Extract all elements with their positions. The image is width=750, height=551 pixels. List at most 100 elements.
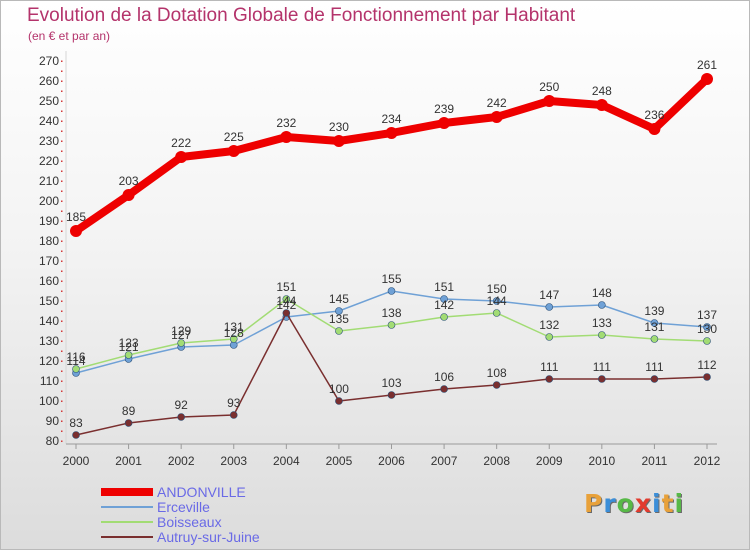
logo-letter: P [584,489,604,518]
data-point-boisseaux [650,335,659,343]
data-label-boisseaux: 123 [119,336,139,350]
y-axis-minor-mark [61,250,63,252]
y-axis-minor-mark [61,110,63,112]
data-label-andonville: 203 [119,174,139,188]
data-point-autruy-sur-juine [440,385,448,393]
y-axis-minor-mark [61,70,63,72]
data-label-andonville: 236 [644,108,664,122]
data-point-andonville [701,73,713,85]
data-label-erceville: 121 [119,340,139,354]
data-label-autruy-sur-juine: 106 [434,370,454,384]
logo-letter: r [603,489,617,518]
data-label-erceville: 151 [434,280,454,294]
y-axis-minor-mark [61,360,63,362]
y-axis-minor-mark [61,90,63,92]
y-axis-minor-mark [61,120,63,122]
data-point-andonville [385,127,398,139]
data-point-autruy-sur-juine [650,375,659,383]
data-point-autruy-sur-juine [598,375,606,383]
y-tick-label: 240 [39,114,59,128]
data-label-autruy-sur-juine: 108 [487,366,507,380]
data-point-boisseaux [545,333,554,341]
y-axis-minor-mark [61,230,63,232]
y-axis-minor-mark [61,320,63,322]
data-label-erceville: 150 [487,282,507,296]
logo-letter: i [674,489,685,518]
y-axis-minor-mark [61,300,63,302]
data-point-erceville [440,295,448,303]
x-tick-label: 2004 [273,454,300,468]
data-label-autruy-sur-juine: 93 [227,396,241,410]
proxiti-logo: Proxiti [584,489,684,518]
data-label-andonville: 242 [487,96,507,110]
y-tick-label: 180 [39,234,59,248]
data-point-autruy-sur-juine [387,391,396,399]
data-label-boisseaux: 144 [487,294,507,308]
data-point-andonville [280,131,293,143]
data-label-erceville: 139 [644,304,664,318]
y-tick-label: 120 [39,354,59,368]
data-point-erceville [650,319,659,327]
y-axis-minor-mark [61,270,63,272]
data-point-andonville [332,135,345,147]
y-axis-minor-mark [61,340,63,342]
y-axis-minor-mark [61,420,63,422]
data-point-andonville [175,151,188,163]
y-tick-label: 230 [39,134,59,148]
legend-swatch [101,488,153,496]
legend-swatch [101,506,153,508]
y-tick-label: 220 [39,154,59,168]
data-label-boisseaux: 116 [66,350,85,364]
x-tick-label: 2001 [115,454,142,468]
legend-label: Autruy-sur-Juine [157,529,260,545]
data-point-erceville [703,323,711,331]
logo-letter: x [634,489,652,518]
data-label-erceville: 137 [697,308,717,322]
data-point-autruy-sur-juine [492,381,501,389]
x-tick-label: 2010 [588,454,615,468]
data-point-autruy-sur-juine [72,431,80,439]
legend-swatch [101,536,153,538]
data-label-andonville: 239 [434,102,454,116]
y-axis-minor-mark [61,240,63,242]
data-point-boisseaux [440,313,448,321]
y-axis-minor-mark [61,280,63,282]
x-tick-label: 2003 [220,454,247,468]
y-tick-label: 80 [46,434,60,448]
data-label-boisseaux: 129 [171,324,191,338]
data-label-boisseaux: 138 [381,306,401,320]
y-tick-label: 140 [39,314,59,328]
data-point-andonville [490,111,503,123]
y-axis-minor-mark [61,130,63,132]
legend-label: Boisseaux [157,514,222,530]
y-axis-minor-mark [61,170,63,172]
data-label-erceville: 148 [592,286,612,300]
y-tick-label: 190 [39,214,59,228]
y-axis-minor-mark [61,310,63,312]
data-label-autruy-sur-juine: 100 [329,382,349,396]
data-point-erceville [335,307,343,315]
logo-letter: o [616,489,635,518]
data-point-erceville [387,287,396,295]
data-label-autruy-sur-juine: 89 [122,404,136,418]
data-label-autruy-sur-juine: 111 [540,360,559,374]
data-label-andonville: 222 [171,136,191,150]
data-label-andonville: 250 [539,80,559,94]
data-label-autruy-sur-juine: 92 [174,398,188,412]
legend-item-erceville: Erceville [101,500,351,515]
y-tick-label: 250 [39,94,59,108]
data-label-andonville: 230 [329,120,349,134]
legend-label: ANDONVILLE [157,484,246,500]
data-label-andonville: 248 [592,84,612,98]
data-point-erceville [545,303,554,311]
y-axis-minor-mark [61,210,63,212]
legend-label: Erceville [157,499,210,515]
y-tick-label: 150 [39,294,59,308]
data-point-boisseaux [598,331,606,339]
data-point-erceville [598,301,606,309]
data-point-boisseaux [703,337,711,345]
y-tick-label: 130 [39,334,59,348]
data-point-autruy-sur-juine [545,375,554,383]
data-point-autruy-sur-juine [229,411,238,419]
